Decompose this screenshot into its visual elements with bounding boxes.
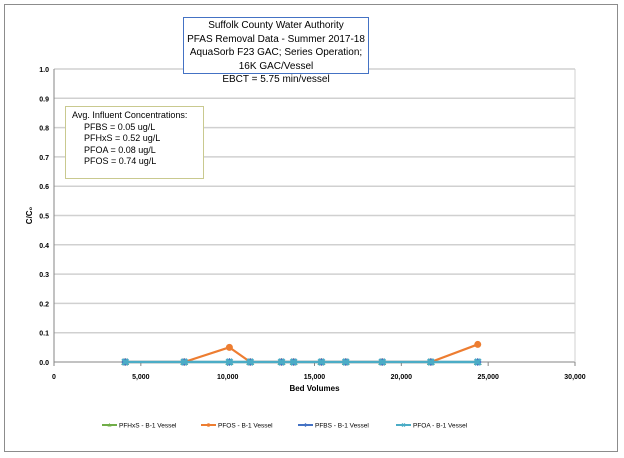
y-tick-label: 0.7 bbox=[39, 155, 49, 162]
y-tick-label: 0.6 bbox=[39, 184, 49, 191]
y-tick-label: 0.1 bbox=[39, 331, 49, 338]
data-point bbox=[317, 358, 326, 366]
y-tick-label: 0.3 bbox=[39, 272, 49, 279]
data-point bbox=[473, 358, 482, 366]
legend-label: PFOA - B-1 Vessel bbox=[413, 423, 468, 430]
y-tick-label: 0.2 bbox=[39, 301, 49, 308]
data-point bbox=[341, 358, 350, 366]
annotation-line: PFOA = 0.08 ug/L bbox=[84, 144, 156, 155]
data-point bbox=[225, 343, 233, 351]
chart-frame bbox=[4, 4, 618, 452]
legend-marker bbox=[303, 423, 308, 427]
data-point bbox=[121, 358, 130, 366]
title-line-2: PFAS Removal Data - Summer 2017-18 bbox=[187, 33, 365, 45]
title-line-3: AquaSorb F23 GAC; Series Operation; 16K … bbox=[189, 47, 363, 72]
data-point bbox=[474, 340, 482, 348]
x-tick-label: 25,000 bbox=[477, 374, 499, 381]
data-point bbox=[277, 358, 286, 366]
legend-marker bbox=[401, 423, 406, 427]
x-tick-label: 30,000 bbox=[564, 374, 586, 381]
x-tick-label: 15,000 bbox=[304, 374, 326, 381]
x-tick-label: 10,000 bbox=[217, 374, 239, 381]
legend-label: PFHxS - B-1 Vessel bbox=[119, 423, 177, 430]
annotation-heading: Avg. Influent Concentrations: bbox=[72, 110, 188, 120]
y-tick-label: 0.4 bbox=[39, 243, 49, 250]
title-line-1: Suffolk County Water Authority bbox=[208, 20, 344, 31]
data-point bbox=[246, 358, 255, 366]
y-tick-label: 0.8 bbox=[39, 126, 49, 133]
title-line-4: EBCT = 5.75 min/vessel bbox=[222, 74, 330, 85]
legend-marker bbox=[107, 423, 112, 427]
data-point bbox=[289, 358, 298, 366]
data-point bbox=[225, 358, 234, 366]
legend-marker bbox=[206, 423, 211, 427]
x-tick-label: 5,000 bbox=[132, 374, 150, 381]
annotation-line: PFBS = 0.05 ug/L bbox=[84, 121, 156, 132]
annotation-line: PFHxS = 0.52 ug/L bbox=[84, 133, 161, 143]
data-point bbox=[426, 358, 435, 366]
y-tick-label: 1.0 bbox=[39, 67, 49, 74]
data-point bbox=[180, 358, 189, 366]
y-tick-label: 0.5 bbox=[39, 214, 49, 221]
legend-label: PFOS - B-1 Vessel bbox=[218, 423, 273, 430]
chart-title-box: Suffolk County Water Authority PFAS Remo… bbox=[183, 17, 369, 85]
series-line-1 bbox=[125, 343, 479, 364]
x-axis-label: Bed Volumes bbox=[289, 384, 340, 393]
influent-annotation: Avg. Influent Concentrations: PFBS = 0.0… bbox=[65, 106, 204, 179]
legend-label: PFBS - B-1 Vessel bbox=[315, 423, 369, 430]
x-tick-label: 0 bbox=[52, 374, 56, 381]
y-tick-label: 0.0 bbox=[39, 360, 49, 367]
annotation-line: PFOS = 0.74 ug/L bbox=[84, 156, 157, 166]
y-tick-label: 0.9 bbox=[39, 96, 49, 103]
x-tick-label: 20,000 bbox=[391, 374, 413, 381]
data-point bbox=[378, 358, 387, 366]
y-axis-label: C/C₀ bbox=[25, 206, 34, 224]
